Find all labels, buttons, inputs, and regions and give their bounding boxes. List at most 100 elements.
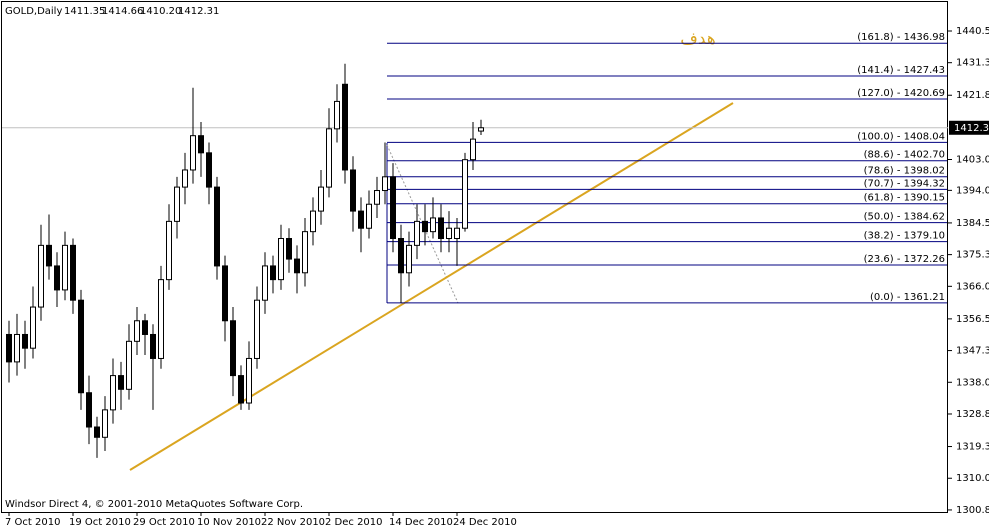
candle-body bbox=[390, 176, 396, 240]
candle-body bbox=[134, 320, 140, 342]
candle-body bbox=[86, 392, 92, 428]
candle-body bbox=[118, 375, 124, 390]
candle-body bbox=[182, 169, 188, 188]
candle-body bbox=[22, 333, 28, 349]
header-close: 1412.31 bbox=[178, 6, 219, 17]
x-tick-label: 2 Dec 2010 bbox=[325, 517, 383, 528]
x-tick-label: 7 Oct 2010 bbox=[5, 517, 60, 528]
candle-body bbox=[342, 83, 348, 171]
candle-body bbox=[30, 306, 36, 349]
candle-body bbox=[278, 238, 284, 281]
candle-body bbox=[318, 186, 324, 212]
fib-label: (38.2) - 1379.10 bbox=[864, 231, 945, 242]
fib-label: (61.8) - 1390.15 bbox=[864, 193, 945, 204]
candle-body bbox=[110, 375, 116, 411]
candle-body bbox=[166, 220, 172, 281]
fib-label: (100.0) - 1408.04 bbox=[857, 131, 945, 142]
plot-frame bbox=[1, 1, 948, 513]
candle-body bbox=[6, 333, 12, 363]
y-tick-label: 1421.80 bbox=[956, 90, 989, 101]
y-tick-label: 1366.05 bbox=[956, 281, 989, 292]
candle-body bbox=[358, 210, 364, 229]
fib-label: (23.6) - 1372.26 bbox=[864, 254, 945, 265]
y-tick-label: 1319.30 bbox=[956, 442, 989, 453]
candle-body bbox=[478, 127, 484, 132]
annotation: هدف bbox=[680, 29, 716, 49]
y-tick-label: 1356.55 bbox=[956, 314, 989, 325]
candle-body bbox=[446, 227, 452, 240]
candle-body bbox=[70, 244, 76, 301]
candle-body bbox=[94, 426, 100, 438]
candle-body bbox=[286, 238, 292, 260]
candle-body bbox=[326, 128, 332, 188]
current-price-label: 1412.31 bbox=[954, 123, 989, 134]
candle-body bbox=[78, 299, 84, 394]
fib-label: (141.4) - 1427.43 bbox=[857, 65, 945, 76]
candle-body bbox=[190, 135, 196, 171]
x-tick-label: 29 Oct 2010 bbox=[133, 517, 195, 528]
header-open: 1411.35 bbox=[64, 6, 105, 17]
candle-body bbox=[302, 231, 308, 274]
y-tick-label: 1440.55 bbox=[956, 26, 989, 37]
x-tick-label: 14 Dec 2010 bbox=[389, 517, 453, 528]
candle-body bbox=[222, 265, 228, 322]
candle-body bbox=[374, 190, 380, 205]
candle-body bbox=[46, 244, 52, 267]
fib-label: (161.8) - 1436.98 bbox=[857, 32, 945, 43]
footer: Windsor Direct 4, © 2001-2010 MetaQuotes… bbox=[5, 499, 303, 510]
candle-body bbox=[246, 357, 252, 404]
y-tick-label: 1375.30 bbox=[956, 250, 989, 261]
candle-body bbox=[102, 409, 108, 438]
current-price-box bbox=[949, 120, 989, 135]
fib-label: (127.0) - 1420.69 bbox=[857, 88, 945, 99]
candle-body bbox=[14, 333, 20, 363]
y-tick-label: 1403.05 bbox=[956, 155, 989, 166]
fib-label: (70.7) - 1394.32 bbox=[864, 178, 945, 189]
trend-line bbox=[129, 102, 734, 471]
y-tick-label: 1328.80 bbox=[956, 409, 989, 420]
fib-label: (0.0) - 1361.21 bbox=[870, 292, 945, 303]
candle-body bbox=[54, 265, 60, 291]
candle-body bbox=[366, 203, 372, 229]
candle-body bbox=[438, 217, 444, 240]
y-tick-label: 1338.05 bbox=[956, 377, 989, 388]
candle-body bbox=[198, 135, 204, 154]
header-low: 1410.20 bbox=[140, 6, 181, 17]
candle-body bbox=[62, 244, 68, 291]
fib-label: (88.6) - 1402.70 bbox=[864, 150, 945, 161]
candle-body bbox=[430, 217, 436, 233]
header-high: 1414.66 bbox=[102, 6, 143, 17]
y-tick-label: 1300.80 bbox=[956, 505, 989, 516]
candle-body bbox=[398, 238, 404, 274]
candle-body bbox=[422, 220, 428, 233]
candle-body bbox=[310, 210, 316, 233]
candle-body bbox=[294, 258, 300, 274]
candle-body bbox=[454, 227, 460, 240]
y-tick-label: 1310.05 bbox=[956, 473, 989, 484]
x-tick-label: 10 Nov 2010 bbox=[197, 517, 261, 528]
candle-body bbox=[382, 176, 388, 192]
y-tick-label: 1431.30 bbox=[956, 58, 989, 69]
candle-body bbox=[206, 152, 212, 188]
candle-body bbox=[254, 299, 260, 359]
candle-body bbox=[126, 340, 132, 390]
candle-body bbox=[462, 159, 468, 229]
candle-body bbox=[262, 265, 268, 301]
x-tick-label: 22 Nov 2010 bbox=[261, 517, 325, 528]
candle-body bbox=[142, 320, 148, 335]
chart-title: GOLD,Daily bbox=[5, 6, 62, 17]
candle-body bbox=[470, 138, 476, 161]
fib-label: (50.0) - 1384.62 bbox=[864, 212, 945, 223]
candle-body bbox=[214, 186, 220, 267]
candle-body bbox=[158, 279, 164, 359]
y-tick-label: 1347.30 bbox=[956, 346, 989, 357]
y-tick-label: 1394.05 bbox=[956, 185, 989, 196]
fib-label: (78.6) - 1398.02 bbox=[864, 166, 945, 177]
x-tick-label: 24 Dec 2010 bbox=[453, 517, 517, 528]
candle-body bbox=[406, 244, 412, 274]
x-tick-label: 19 Oct 2010 bbox=[69, 517, 131, 528]
candle-body bbox=[150, 333, 156, 359]
candle-body bbox=[38, 244, 44, 308]
candle-body bbox=[174, 186, 180, 222]
